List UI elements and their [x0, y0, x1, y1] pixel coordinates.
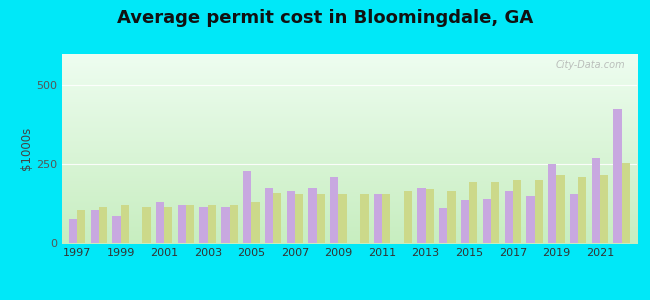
Bar	[622, 163, 630, 243]
Bar	[99, 207, 107, 243]
Bar	[317, 194, 325, 243]
Bar	[556, 175, 565, 243]
Bar	[526, 196, 534, 243]
Bar	[330, 177, 339, 243]
Bar	[142, 207, 151, 243]
Bar	[273, 193, 281, 243]
Bar	[121, 205, 129, 243]
Bar	[360, 194, 369, 243]
Bar	[504, 191, 513, 243]
Bar	[570, 194, 578, 243]
Bar	[548, 164, 556, 243]
Bar	[483, 199, 491, 243]
Bar	[469, 182, 478, 243]
Bar	[339, 194, 346, 243]
Bar	[90, 210, 99, 243]
Bar	[243, 170, 252, 243]
Bar	[221, 207, 229, 243]
Bar	[404, 191, 412, 243]
Text: Average permit cost in Bloomingdale, GA: Average permit cost in Bloomingdale, GA	[117, 9, 533, 27]
Bar	[186, 205, 194, 243]
Bar	[295, 194, 303, 243]
Bar	[77, 210, 85, 243]
Y-axis label: $1000s: $1000s	[20, 127, 33, 170]
Bar	[177, 205, 186, 243]
Bar	[614, 109, 622, 243]
Bar	[534, 180, 543, 243]
Bar	[69, 219, 77, 243]
Bar	[578, 177, 586, 243]
Bar	[417, 188, 426, 243]
Bar	[513, 180, 521, 243]
Bar	[229, 205, 238, 243]
Bar	[382, 194, 391, 243]
Bar	[156, 202, 164, 243]
Bar	[374, 194, 382, 243]
Text: City-Data.com: City-Data.com	[556, 60, 625, 70]
Bar	[164, 207, 172, 243]
Bar	[208, 205, 216, 243]
Bar	[308, 188, 317, 243]
Bar	[592, 158, 600, 243]
Bar	[439, 208, 447, 243]
Bar	[252, 202, 259, 243]
Bar	[491, 182, 499, 243]
Bar	[112, 216, 121, 243]
Bar	[265, 188, 273, 243]
Bar	[461, 200, 469, 243]
Bar	[447, 191, 456, 243]
Bar	[426, 190, 434, 243]
Bar	[200, 207, 208, 243]
Bar	[287, 191, 295, 243]
Bar	[600, 175, 608, 243]
